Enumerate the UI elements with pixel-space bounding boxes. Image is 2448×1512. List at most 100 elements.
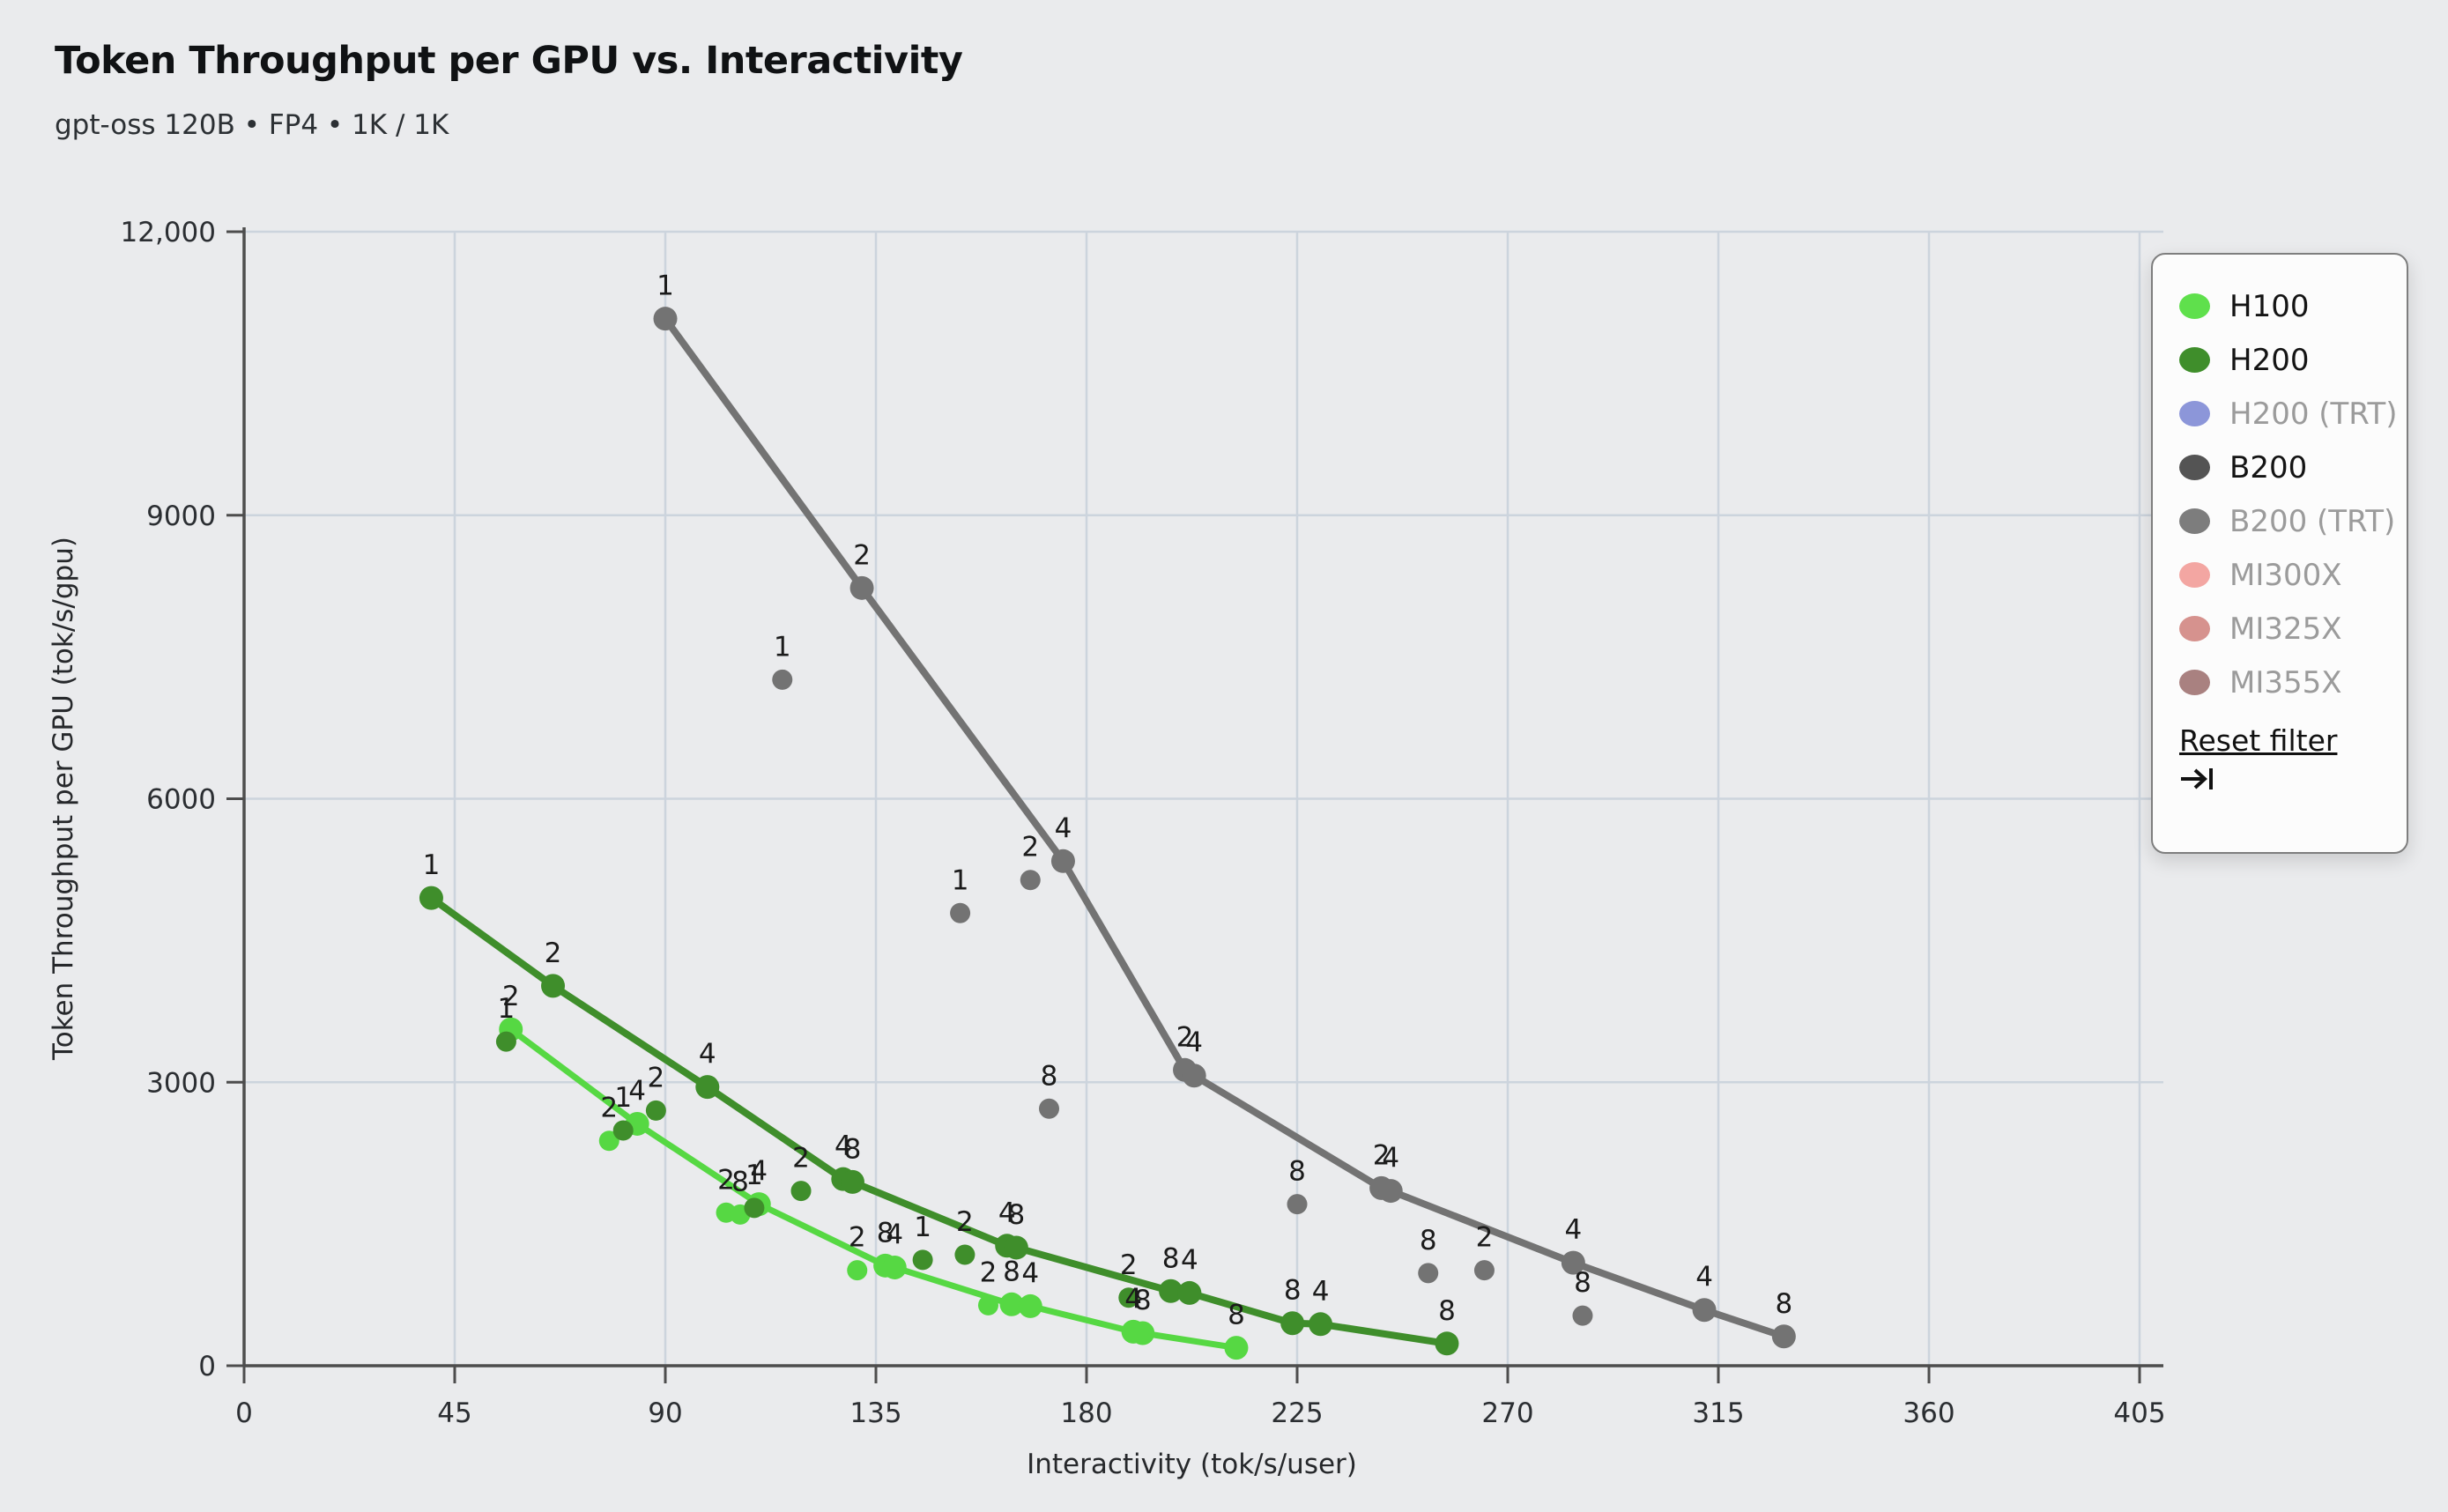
data-point-h100[interactable] bbox=[598, 1130, 619, 1152]
data-point-label: 8 bbox=[1007, 1199, 1025, 1231]
data-point-label: 4 bbox=[1055, 812, 1072, 844]
legend-item-mi300x[interactable]: MI300X bbox=[2179, 548, 2407, 602]
data-point-h200[interactable] bbox=[1280, 1311, 1305, 1336]
legend-item-h200[interactable]: H200 bbox=[2179, 333, 2407, 387]
data-point-b200[interactable] bbox=[849, 575, 874, 600]
data-point-h100[interactable] bbox=[1018, 1293, 1042, 1318]
data-point-label: 1 bbox=[498, 993, 516, 1025]
data-point-label: 1 bbox=[774, 631, 791, 663]
x-axis-title: Interactivity (tok/s/user) bbox=[1027, 1449, 1357, 1480]
x-axis-tick-label: 45 bbox=[437, 1397, 471, 1429]
data-point-b200[interactable] bbox=[1039, 1098, 1060, 1119]
legend-swatch-mi300x-icon bbox=[2179, 562, 2210, 588]
legend-swatch-b200-trt-icon bbox=[2179, 508, 2210, 534]
legend-item-label: H200 (TRT) bbox=[2229, 396, 2398, 432]
data-point-h200[interactable] bbox=[695, 1075, 720, 1100]
data-point-b200[interactable] bbox=[772, 669, 793, 690]
legend-swatch-mi325x-icon bbox=[2179, 616, 2210, 641]
data-point-label: 2 bbox=[853, 539, 871, 571]
legend-swatch-h100-icon bbox=[2179, 293, 2210, 319]
data-point-b200[interactable] bbox=[1561, 1250, 1585, 1275]
data-point-h200[interactable] bbox=[744, 1197, 765, 1219]
data-point-h200[interactable] bbox=[912, 1249, 933, 1271]
data-point-h200[interactable] bbox=[1004, 1235, 1028, 1260]
legend-item-label: MI355X bbox=[2229, 664, 2342, 700]
data-point-h200[interactable] bbox=[1309, 1312, 1333, 1337]
data-point-label: 4 bbox=[628, 1075, 646, 1107]
legend-item-mi355x[interactable]: MI355X bbox=[2179, 656, 2407, 709]
x-axis-tick-label: 405 bbox=[2113, 1397, 2165, 1429]
data-point-h200[interactable] bbox=[1159, 1279, 1183, 1303]
legend-item-b200-trt[interactable]: B200 (TRT) bbox=[2179, 494, 2407, 548]
data-point-label: 8 bbox=[877, 1217, 894, 1249]
data-point-label: 2 bbox=[849, 1222, 866, 1254]
y-axis-tick-label: 6000 bbox=[146, 784, 216, 816]
legend-swatch-b200-icon bbox=[2179, 455, 2210, 480]
data-point-label: 2 bbox=[502, 981, 520, 1012]
data-point-h100[interactable] bbox=[882, 1255, 907, 1279]
data-point-h100[interactable] bbox=[847, 1260, 868, 1281]
data-point-b200[interactable] bbox=[1418, 1263, 1439, 1284]
data-point-h200[interactable] bbox=[1177, 1280, 1202, 1305]
legend-item-h100[interactable]: H100 bbox=[2179, 279, 2407, 333]
data-point-label: 4 bbox=[1695, 1262, 1713, 1293]
y-axis-tick-label: 0 bbox=[198, 1351, 216, 1382]
data-point-label: 4 bbox=[1021, 1257, 1039, 1289]
x-axis-tick-label: 225 bbox=[1271, 1397, 1323, 1429]
data-point-label: 2 bbox=[600, 1093, 618, 1124]
data-point-b200[interactable] bbox=[950, 902, 971, 923]
legend-item-label: B200 bbox=[2229, 449, 2308, 485]
legend-swatch-mi355x-icon bbox=[2179, 670, 2210, 695]
legend-item-label: H100 bbox=[2229, 288, 2310, 324]
data-point-label: 4 bbox=[1124, 1283, 1142, 1315]
data-point-h200[interactable] bbox=[541, 974, 566, 998]
data-point-h200[interactable] bbox=[790, 1181, 812, 1202]
data-point-b200[interactable] bbox=[1572, 1305, 1593, 1326]
data-point-label: 4 bbox=[1382, 1143, 1399, 1175]
data-point-label: 4 bbox=[750, 1156, 768, 1188]
data-point-b200[interactable] bbox=[1050, 849, 1075, 873]
legend-item-label: B200 (TRT) bbox=[2229, 503, 2396, 539]
chart-title: Token Throughput per GPU vs. Interactivi… bbox=[55, 39, 963, 83]
data-point-label: 2 bbox=[717, 1164, 735, 1196]
data-point-b200[interactable] bbox=[653, 307, 678, 331]
legend-panel: H100 H200 H200 (TRT) B200 B200 (TRT) MI3… bbox=[2151, 253, 2408, 854]
data-point-h200[interactable] bbox=[1435, 1331, 1459, 1356]
data-point-label: 8 bbox=[1288, 1156, 1306, 1188]
data-point-label: 8 bbox=[1574, 1267, 1591, 1299]
legend-swatch-h200-icon bbox=[2179, 347, 2210, 373]
data-point-b200[interactable] bbox=[1378, 1179, 1403, 1204]
data-point-b200[interactable] bbox=[1473, 1260, 1495, 1281]
data-point-h100[interactable] bbox=[1224, 1336, 1249, 1360]
x-axis-tick-label: 315 bbox=[1692, 1397, 1744, 1429]
data-point-label: 1 bbox=[952, 864, 969, 896]
data-point-b200[interactable] bbox=[1287, 1194, 1308, 1215]
legend-item-mi325x[interactable]: MI325X bbox=[2179, 602, 2407, 656]
data-point-label: 1 bbox=[657, 271, 674, 302]
data-point-h100[interactable] bbox=[1131, 1321, 1155, 1345]
y-axis-tick-label: 9000 bbox=[146, 500, 216, 532]
data-point-b200[interactable] bbox=[1020, 870, 1041, 891]
data-point-h200[interactable] bbox=[419, 886, 443, 910]
data-point-h200[interactable] bbox=[1118, 1287, 1139, 1308]
arrow-to-bar-icon[interactable] bbox=[2179, 763, 2218, 795]
legend-item-h200-trt[interactable]: H200 (TRT) bbox=[2179, 387, 2407, 441]
data-point-label: 8 bbox=[1420, 1225, 1437, 1256]
data-point-label: 2 bbox=[1021, 832, 1039, 863]
legend-item-b200[interactable]: B200 bbox=[2179, 441, 2407, 494]
data-point-h200[interactable] bbox=[954, 1244, 975, 1265]
data-point-b200[interactable] bbox=[1182, 1064, 1206, 1088]
x-axis-tick-label: 360 bbox=[1903, 1397, 1955, 1429]
data-point-b200[interactable] bbox=[1771, 1324, 1796, 1349]
data-point-h200[interactable] bbox=[612, 1120, 634, 1141]
data-point-h100[interactable] bbox=[977, 1294, 998, 1316]
data-point-h100[interactable] bbox=[999, 1292, 1024, 1316]
data-point-h200[interactable] bbox=[495, 1031, 516, 1052]
data-point-h200[interactable] bbox=[840, 1169, 864, 1194]
data-point-label: 2 bbox=[956, 1206, 974, 1238]
data-point-label: 2 bbox=[648, 1062, 665, 1093]
data-point-b200[interactable] bbox=[1692, 1298, 1717, 1323]
reset-filter-link[interactable]: Reset filter bbox=[2179, 723, 2338, 758]
data-point-h200[interactable] bbox=[645, 1100, 666, 1121]
